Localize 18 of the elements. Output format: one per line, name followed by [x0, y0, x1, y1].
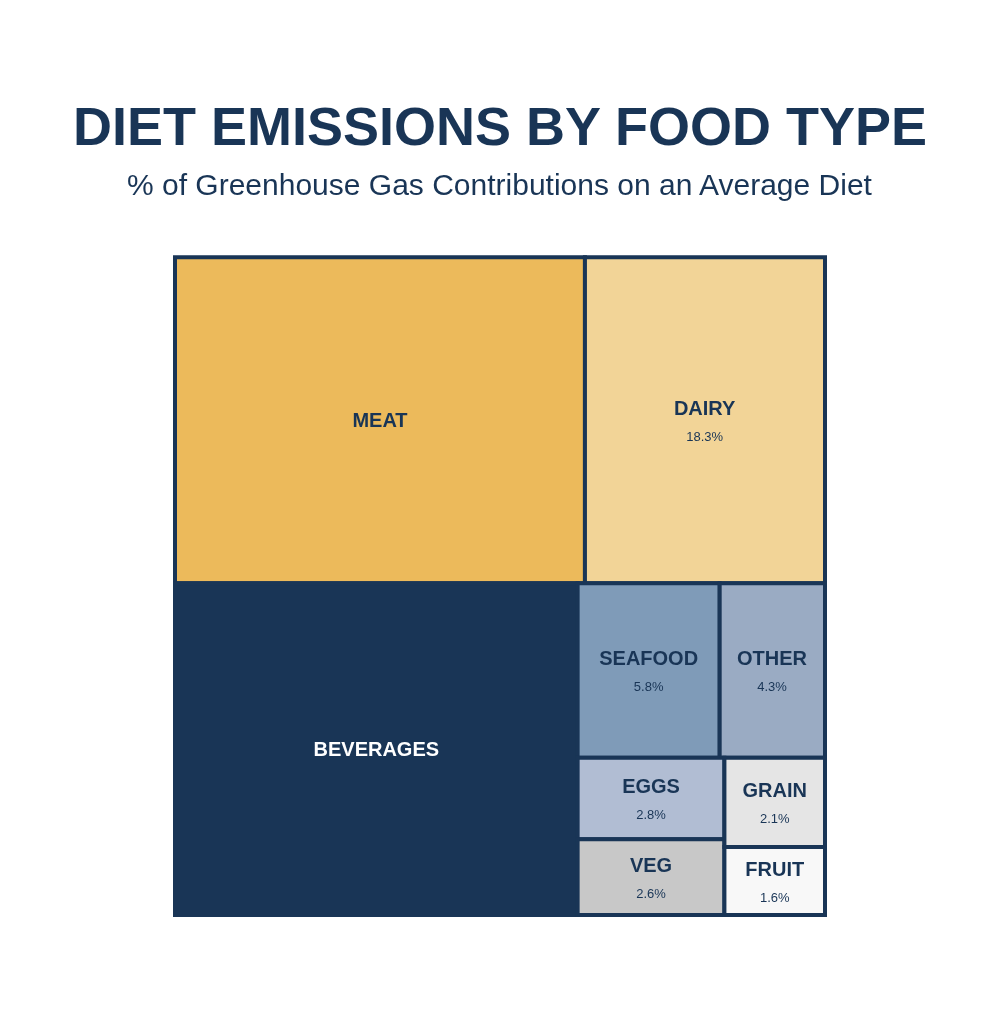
text: % of Greenhouse Gas Contributions on an Average Diet	[127, 168, 873, 201]
category-label: GRAIN	[742, 778, 807, 801]
category-label: EGGS	[622, 775, 680, 798]
category-label: VEG	[629, 853, 673, 876]
category-label: FRUIT	[745, 857, 805, 880]
data-label: 5.8%	[633, 679, 664, 695]
data-label: 18.3%	[686, 428, 724, 444]
data-label: 2.6%	[636, 885, 667, 901]
text: DIET EMISSIONS BY FOOD TYPE	[72, 96, 928, 157]
data-label: 1.6%	[759, 889, 790, 905]
category-label: BEVERAGES	[313, 738, 440, 761]
category-label: SEAFOOD	[599, 647, 699, 670]
data-label: 2.1%	[759, 810, 790, 826]
category-label: OTHER	[737, 647, 808, 670]
data-label: 4.3%	[757, 679, 788, 695]
data-label: 2.8%	[636, 807, 667, 823]
category-label: MEAT	[352, 409, 408, 432]
category-label: DAIRY	[673, 396, 737, 419]
